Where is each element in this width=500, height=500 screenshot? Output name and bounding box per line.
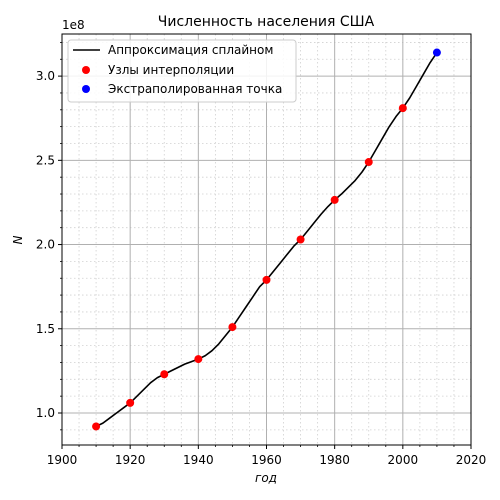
y-axis-label: N (11, 235, 25, 244)
legend-marker-extrapolated (82, 85, 90, 93)
legend: Аппроксимация сплайном Узлы интерполяции… (67, 39, 297, 103)
x-tick-label: 1940 (183, 453, 214, 467)
x-axis: 1900 1920 1940 1960 1980 2000 2020 (47, 445, 487, 467)
y-tick-label: 2.0 (36, 238, 55, 252)
legend-marker-nodes (82, 66, 90, 74)
y-tick-label: 1.5 (36, 322, 55, 336)
legend-label-spline: Аппроксимация сплайном (108, 43, 273, 57)
x-tick-label: 1980 (319, 453, 350, 467)
extrapolated-point (432, 48, 441, 57)
legend-label-extrapolated: Экстраполированная точка (108, 82, 282, 96)
x-axis-label: год (255, 471, 277, 485)
interpolation-node (262, 275, 271, 284)
interpolation-node (398, 104, 407, 113)
x-tick-label: 1960 (251, 453, 282, 467)
y-multiplier: 1e8 (62, 18, 85, 32)
x-tick-label: 1920 (115, 453, 146, 467)
legend-box (67, 39, 297, 103)
interpolation-node (364, 158, 373, 167)
y-axis: 1.0 1.5 2.0 2.5 3.0 (36, 42, 62, 431)
chart-title: Численность населения США (158, 14, 375, 30)
x-tick-label: 2000 (388, 453, 419, 467)
series-layer (92, 48, 441, 431)
interpolation-node (126, 398, 135, 407)
interpolation-node (228, 323, 237, 332)
interpolation-node (160, 370, 169, 379)
interpolation-node (194, 355, 203, 364)
major-grid (62, 34, 471, 445)
interpolation-node (330, 195, 339, 204)
x-tick-label: 1900 (47, 453, 78, 467)
y-tick-label: 1.0 (36, 406, 55, 420)
interpolation-node (92, 422, 101, 431)
y-tick-label: 3.0 (36, 69, 55, 83)
legend-label-nodes: Узлы интерполяции (108, 63, 234, 77)
x-tick-label: 2020 (456, 453, 487, 467)
y-tick-label: 2.5 (36, 153, 55, 167)
interpolation-node (296, 235, 305, 244)
